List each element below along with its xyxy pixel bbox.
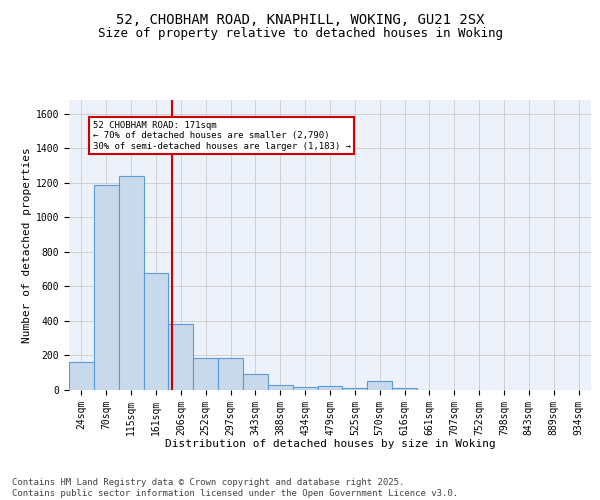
Bar bbox=[317, 386, 343, 390]
Bar bbox=[193, 358, 218, 390]
Text: Size of property relative to detached houses in Woking: Size of property relative to detached ho… bbox=[97, 28, 503, 40]
X-axis label: Distribution of detached houses by size in Woking: Distribution of detached houses by size … bbox=[164, 439, 496, 449]
Text: 52, CHOBHAM ROAD, KNAPHILL, WOKING, GU21 2SX: 52, CHOBHAM ROAD, KNAPHILL, WOKING, GU21… bbox=[116, 12, 484, 26]
Y-axis label: Number of detached properties: Number of detached properties bbox=[22, 147, 32, 343]
Bar bbox=[69, 362, 94, 390]
Bar bbox=[143, 272, 169, 390]
Bar bbox=[243, 374, 268, 390]
Bar bbox=[94, 184, 119, 390]
Bar bbox=[293, 386, 317, 390]
Text: 52 CHOBHAM ROAD: 171sqm
← 70% of detached houses are smaller (2,790)
30% of semi: 52 CHOBHAM ROAD: 171sqm ← 70% of detache… bbox=[92, 120, 350, 150]
Bar bbox=[392, 388, 417, 390]
Bar bbox=[343, 388, 367, 390]
Bar bbox=[268, 385, 293, 390]
Bar bbox=[119, 176, 143, 390]
Bar bbox=[218, 358, 243, 390]
Text: Contains HM Land Registry data © Crown copyright and database right 2025.
Contai: Contains HM Land Registry data © Crown c… bbox=[12, 478, 458, 498]
Bar bbox=[367, 382, 392, 390]
Bar bbox=[169, 324, 193, 390]
